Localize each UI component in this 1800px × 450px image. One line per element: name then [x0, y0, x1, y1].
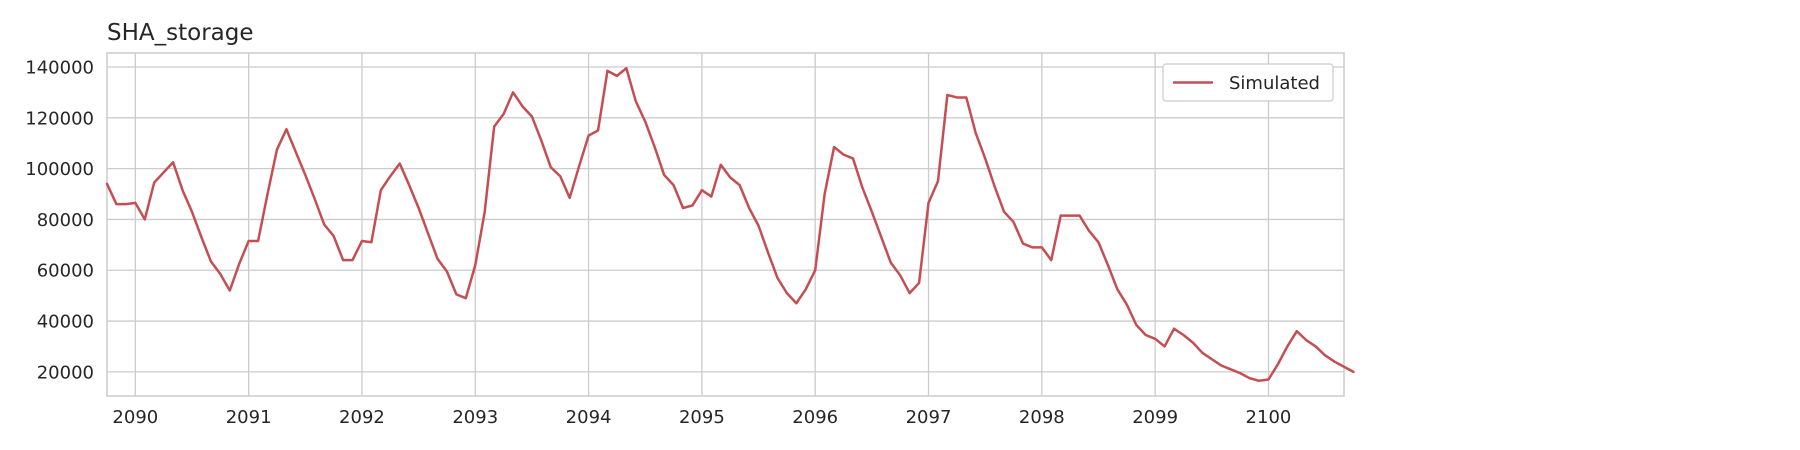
x-tick-label-2097: 2097: [906, 407, 952, 428]
series-layer: [105, 66, 1355, 383]
gridlines: [107, 53, 1344, 396]
legend: Simulated: [1162, 63, 1334, 102]
y-tick-label-100000: 100000: [25, 159, 94, 180]
y-tick-label-60000: 60000: [37, 261, 94, 282]
x-tick-label-2098: 2098: [1019, 407, 1065, 428]
x-tick-label-2090: 2090: [112, 407, 158, 428]
y-tick-label-120000: 120000: [25, 108, 94, 129]
x-tick-label-2100: 2100: [1246, 407, 1292, 428]
x-tick-label-2093: 2093: [452, 407, 498, 428]
legend-label-simulated: Simulated: [1229, 73, 1320, 94]
x-tick-label-2092: 2092: [339, 407, 385, 428]
chart-title: SHA_storage: [107, 20, 254, 46]
y-tick-label-40000: 40000: [37, 312, 94, 333]
x-tick-label-2096: 2096: [792, 407, 838, 428]
y-tick-label-140000: 140000: [25, 57, 94, 78]
series-line-simulated: [105, 66, 1355, 383]
x-tick-label-2095: 2095: [679, 407, 725, 428]
y-tick-label-20000: 20000: [37, 362, 94, 383]
x-tick-label-2094: 2094: [566, 407, 612, 428]
plot-frame: [106, 52, 1345, 397]
y-tick-labels: 20000 40000 60000 80000 100000 120000 140000: [25, 57, 94, 383]
x-tick-label-2099: 2099: [1132, 407, 1178, 428]
x-tick-labels: 2090 2091 2092 2093 2094 2095 2096 2097 2098 2099…: [112, 407, 1291, 428]
legend-box: [1162, 63, 1334, 102]
y-tick-label-80000: 80000: [37, 210, 94, 231]
x-tick-label-2091: 2091: [226, 407, 272, 428]
